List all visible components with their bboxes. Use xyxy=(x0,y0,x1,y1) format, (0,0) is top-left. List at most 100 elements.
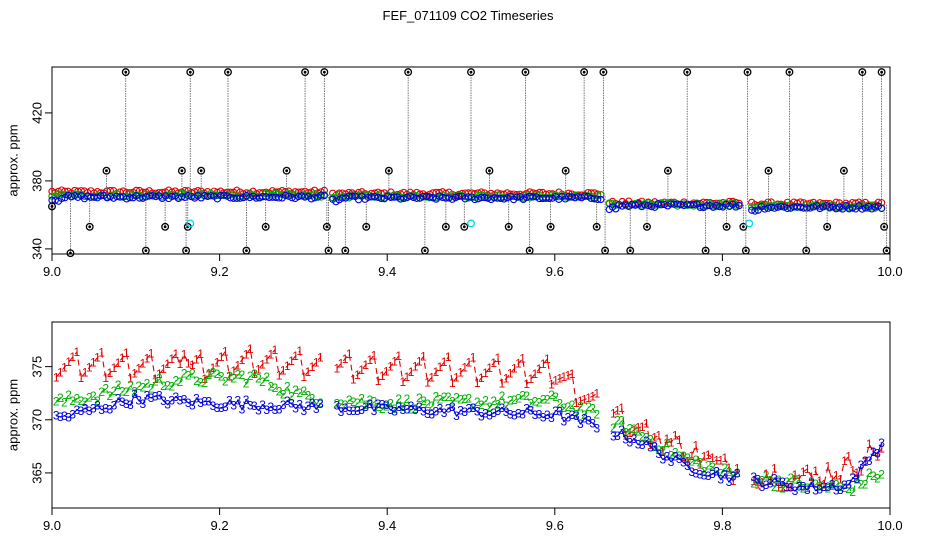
spike-point xyxy=(521,68,530,77)
spike-point-center xyxy=(603,249,607,253)
series-1-glyph: 1 xyxy=(705,448,712,462)
series-3-point xyxy=(641,201,649,209)
series-3-glyph: 3 xyxy=(808,476,815,490)
series-1-glyph: 1 xyxy=(449,376,456,390)
series-1-glyph: 1 xyxy=(362,358,369,372)
spike-point-center xyxy=(462,225,466,229)
series-3-glyph: 3 xyxy=(552,404,559,418)
series-3-glyph: 3 xyxy=(338,405,345,419)
series-1-glyph: 1 xyxy=(272,343,279,357)
series-3-glyph: 3 xyxy=(849,471,856,485)
series-3-glyph: 3 xyxy=(635,438,642,452)
series-2-glyph: 2 xyxy=(614,413,621,427)
series-3-glyph: 3 xyxy=(585,414,592,428)
series-1-glyph: 1 xyxy=(131,367,138,381)
series-1-glyph: 1 xyxy=(197,347,204,361)
spike-point xyxy=(592,222,601,231)
series-3-glyph: 3 xyxy=(276,403,283,417)
series-2-glyph: 2 xyxy=(759,474,766,488)
series-2-glyph: 2 xyxy=(383,400,390,414)
series-3-glyph: 3 xyxy=(639,438,646,452)
series-1-glyph: 1 xyxy=(552,373,559,387)
series-3-glyph: 3 xyxy=(684,459,691,473)
series-1-glyph: 1 xyxy=(610,406,617,420)
series-2-glyph: 2 xyxy=(144,376,151,390)
series-3-glyph: 3 xyxy=(53,409,60,423)
series-3-glyph: 3 xyxy=(239,403,246,417)
series-2-glyph: 2 xyxy=(309,391,316,405)
series-2-glyph: 2 xyxy=(833,478,840,492)
series-3-point xyxy=(751,207,759,215)
series-3-point xyxy=(858,205,866,213)
series-2-glyph: 2 xyxy=(168,379,175,393)
x-tick-label: 9.8 xyxy=(713,264,731,279)
flag-point xyxy=(186,219,195,228)
series-1-glyph: 1 xyxy=(391,354,398,368)
series-3-point xyxy=(116,193,124,201)
series-3-glyph: 3 xyxy=(540,411,547,425)
series-2-glyph: 2 xyxy=(610,421,617,435)
series-3-glyph: 3 xyxy=(792,484,799,498)
series-1-glyph: 1 xyxy=(350,373,357,387)
spike-point-center xyxy=(264,225,268,229)
series-2-glyph: 2 xyxy=(734,466,741,480)
series-2-glyph: 2 xyxy=(490,394,497,408)
series-3-point xyxy=(783,204,792,213)
spike-point-center xyxy=(767,169,770,173)
spike-point-center xyxy=(199,169,203,173)
series-2-glyph: 2 xyxy=(181,367,188,381)
series-1-glyph: 1 xyxy=(507,367,514,381)
flag-point xyxy=(745,219,754,228)
spike-point xyxy=(877,68,886,77)
series-2-glyph: 2 xyxy=(346,393,353,407)
series-2-glyph: 2 xyxy=(486,400,493,414)
series-2-glyph: 2 xyxy=(119,385,126,399)
series-3-point xyxy=(806,204,814,212)
series-3-glyph: 3 xyxy=(358,403,365,417)
spike-point xyxy=(341,246,350,255)
series-1-glyph: 1 xyxy=(461,361,468,375)
series-1-glyph: 1 xyxy=(701,450,708,464)
series-2-glyph: 2 xyxy=(808,475,815,489)
series-1-glyph: 1 xyxy=(383,364,390,378)
series-2-glyph: 2 xyxy=(115,378,122,392)
series-2-glyph: 2 xyxy=(552,390,559,404)
series-1-glyph: 1 xyxy=(792,468,799,482)
series-3-glyph: 3 xyxy=(507,407,514,421)
series-3-point xyxy=(400,194,408,203)
series-3-glyph: 3 xyxy=(280,398,287,412)
series-3-glyph: 3 xyxy=(816,483,823,497)
series-2-glyph: 2 xyxy=(726,465,733,479)
x-tick-label: 9.4 xyxy=(378,264,396,279)
spike-point xyxy=(441,222,450,231)
series-2-glyph: 2 xyxy=(804,481,811,495)
series-3-glyph: 3 xyxy=(90,401,97,415)
series-1-glyph: 1 xyxy=(218,350,225,364)
series-1-glyph: 1 xyxy=(98,346,105,360)
spike-point xyxy=(839,166,848,175)
series-2-glyph: 2 xyxy=(507,394,514,408)
spike-point xyxy=(599,68,608,77)
series-3-glyph: 3 xyxy=(672,450,679,464)
series-1-glyph: 1 xyxy=(639,420,646,434)
series-2-glyph: 2 xyxy=(259,375,266,389)
spike-point xyxy=(467,68,475,77)
spike-point-center xyxy=(595,225,599,229)
series-1-glyph: 1 xyxy=(585,391,592,405)
series-2-glyph: 2 xyxy=(73,391,80,405)
series-1-glyph: 1 xyxy=(164,357,171,371)
series-3-glyph: 3 xyxy=(412,403,419,417)
series-1-glyph: 1 xyxy=(111,361,118,375)
spike-point xyxy=(420,246,429,255)
series-3-glyph: 3 xyxy=(494,404,501,418)
series-3-point xyxy=(703,201,711,210)
y-tick-label: 365 xyxy=(29,462,44,484)
series-1-glyph: 1 xyxy=(57,365,64,379)
series-1-glyph: 1 xyxy=(379,369,386,383)
series-3-glyph: 3 xyxy=(140,397,147,411)
series-1-glyph: 1 xyxy=(276,369,283,383)
series-1-glyph: 1 xyxy=(494,351,501,365)
series-3-glyph: 3 xyxy=(787,481,794,495)
series-3-glyph: 3 xyxy=(569,408,576,422)
